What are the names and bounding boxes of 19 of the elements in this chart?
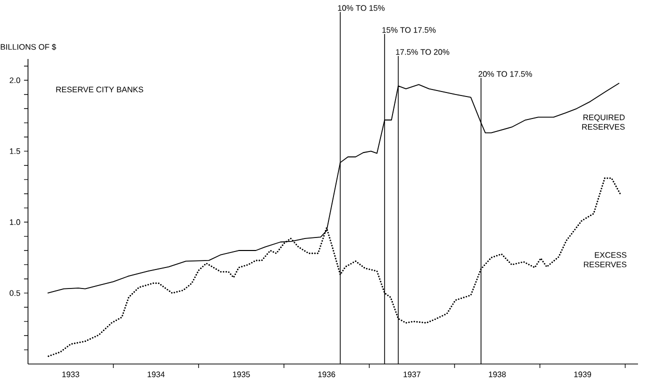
ref-line-label: 17.5% TO 20% [396, 49, 450, 55]
ref-line-label: 15% TO 17.5% [382, 27, 436, 33]
y-tick-label: 1.0 [10, 219, 20, 225]
x-tick-label: 1936 [318, 372, 336, 378]
x-tick-label: 1939 [574, 372, 592, 378]
x-tick-label: 1935 [233, 372, 250, 378]
y-axis-title: BILLIONS OF $ [0, 44, 56, 50]
y-tick-label: 1.5 [10, 148, 20, 154]
x-tick-label: 1933 [62, 372, 80, 378]
x-tick-label: 1937 [404, 372, 420, 378]
series-label: REQUIRED RESERVES [582, 114, 625, 130]
ref-line-label: 20% TO 17.5% [478, 71, 532, 77]
text: EXCESS RESERVES [584, 252, 626, 268]
x-tick-label: 1934 [148, 372, 165, 378]
y-tick-label: 0.5 [10, 290, 20, 296]
text: RESERVE CITY BANKS [56, 86, 144, 92]
y-tick-label: 2.0 [10, 77, 20, 84]
ref-line-label: 10% TO 15% [338, 5, 385, 11]
x-tick-label: 1938 [488, 372, 506, 378]
